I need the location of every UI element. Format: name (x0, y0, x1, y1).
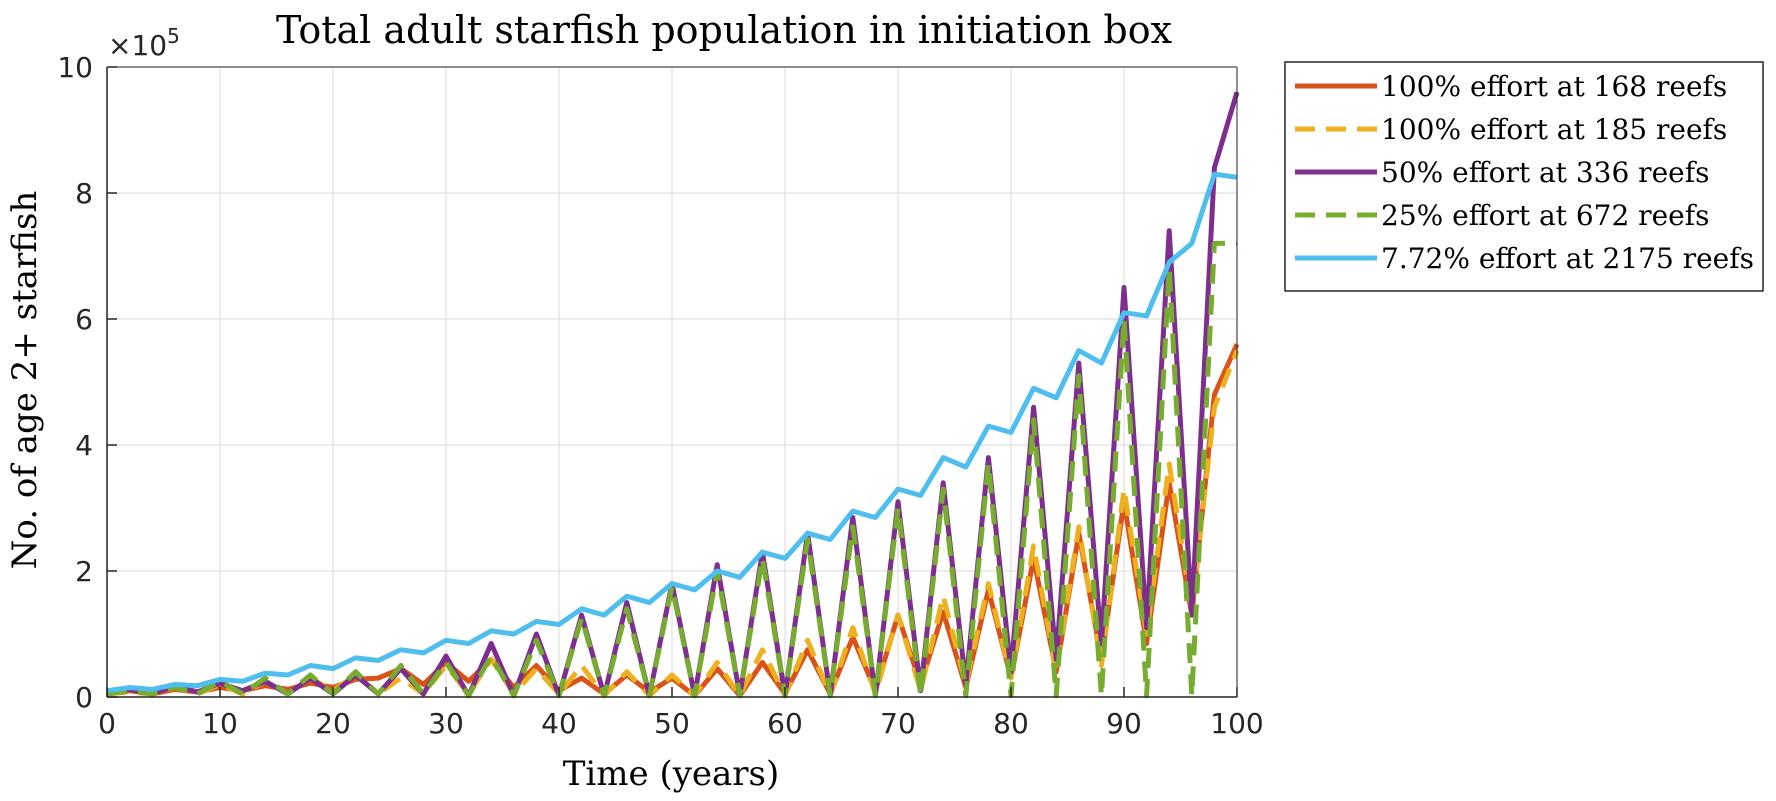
series-lines (106, 91, 1240, 699)
y-exponent-base: ×10 (108, 29, 167, 62)
legend-label-4: 25% effort at 672 reefs (1381, 199, 1709, 232)
x-tick-label: 0 (98, 707, 116, 740)
x-tick-label: 60 (767, 707, 803, 740)
series-line-5 (106, 171, 1238, 694)
series-line-4 (106, 240, 1237, 699)
tick-labels: 0 10 20 30 40 50 60 70 80 90 100 0 2 4 6 8 10 (57, 51, 1263, 740)
legend-box (1284, 61, 1764, 292)
x-tick-label: 70 (880, 707, 916, 740)
x-tick-label: 30 (428, 707, 464, 740)
x-axis-label: Time (years) (563, 754, 780, 794)
chart-title: Total adult starfish population in initi… (276, 8, 1172, 52)
x-tick-label: 20 (315, 707, 351, 740)
y-axis-label: No. of age 2+ starfish (5, 191, 45, 570)
y-tick-label: 0 (75, 681, 93, 714)
x-tick-label: 50 (654, 707, 690, 740)
x-tick-label: 100 (1210, 707, 1263, 740)
x-tick-label: 90 (1106, 707, 1142, 740)
y-tick-label: 6 (75, 303, 93, 336)
y-exponent-power: 5 (167, 24, 180, 48)
legend-label-5: 7.72% effort at 2175 reefs (1381, 242, 1754, 275)
x-tick-label: 10 (202, 707, 238, 740)
legend-label-1: 100% effort at 168 reefs (1381, 70, 1727, 103)
y-tick-label: 10 (57, 51, 93, 84)
y-tick-label: 8 (75, 177, 93, 210)
x-tick-label: 80 (993, 707, 1029, 740)
y-tick-label: 2 (75, 555, 93, 588)
x-tick-label: 40 (541, 707, 577, 740)
axes (106, 66, 1238, 698)
legend: 100% effort at 168 reefs 100% effort at 1… (1284, 61, 1764, 292)
y-tick-label: 4 (75, 429, 93, 462)
legend-label-3: 50% effort at 336 reefs (1381, 156, 1709, 189)
legend-label-2: 100% effort at 185 reefs (1381, 113, 1727, 146)
y-exponent-label: ×105 (108, 24, 180, 62)
